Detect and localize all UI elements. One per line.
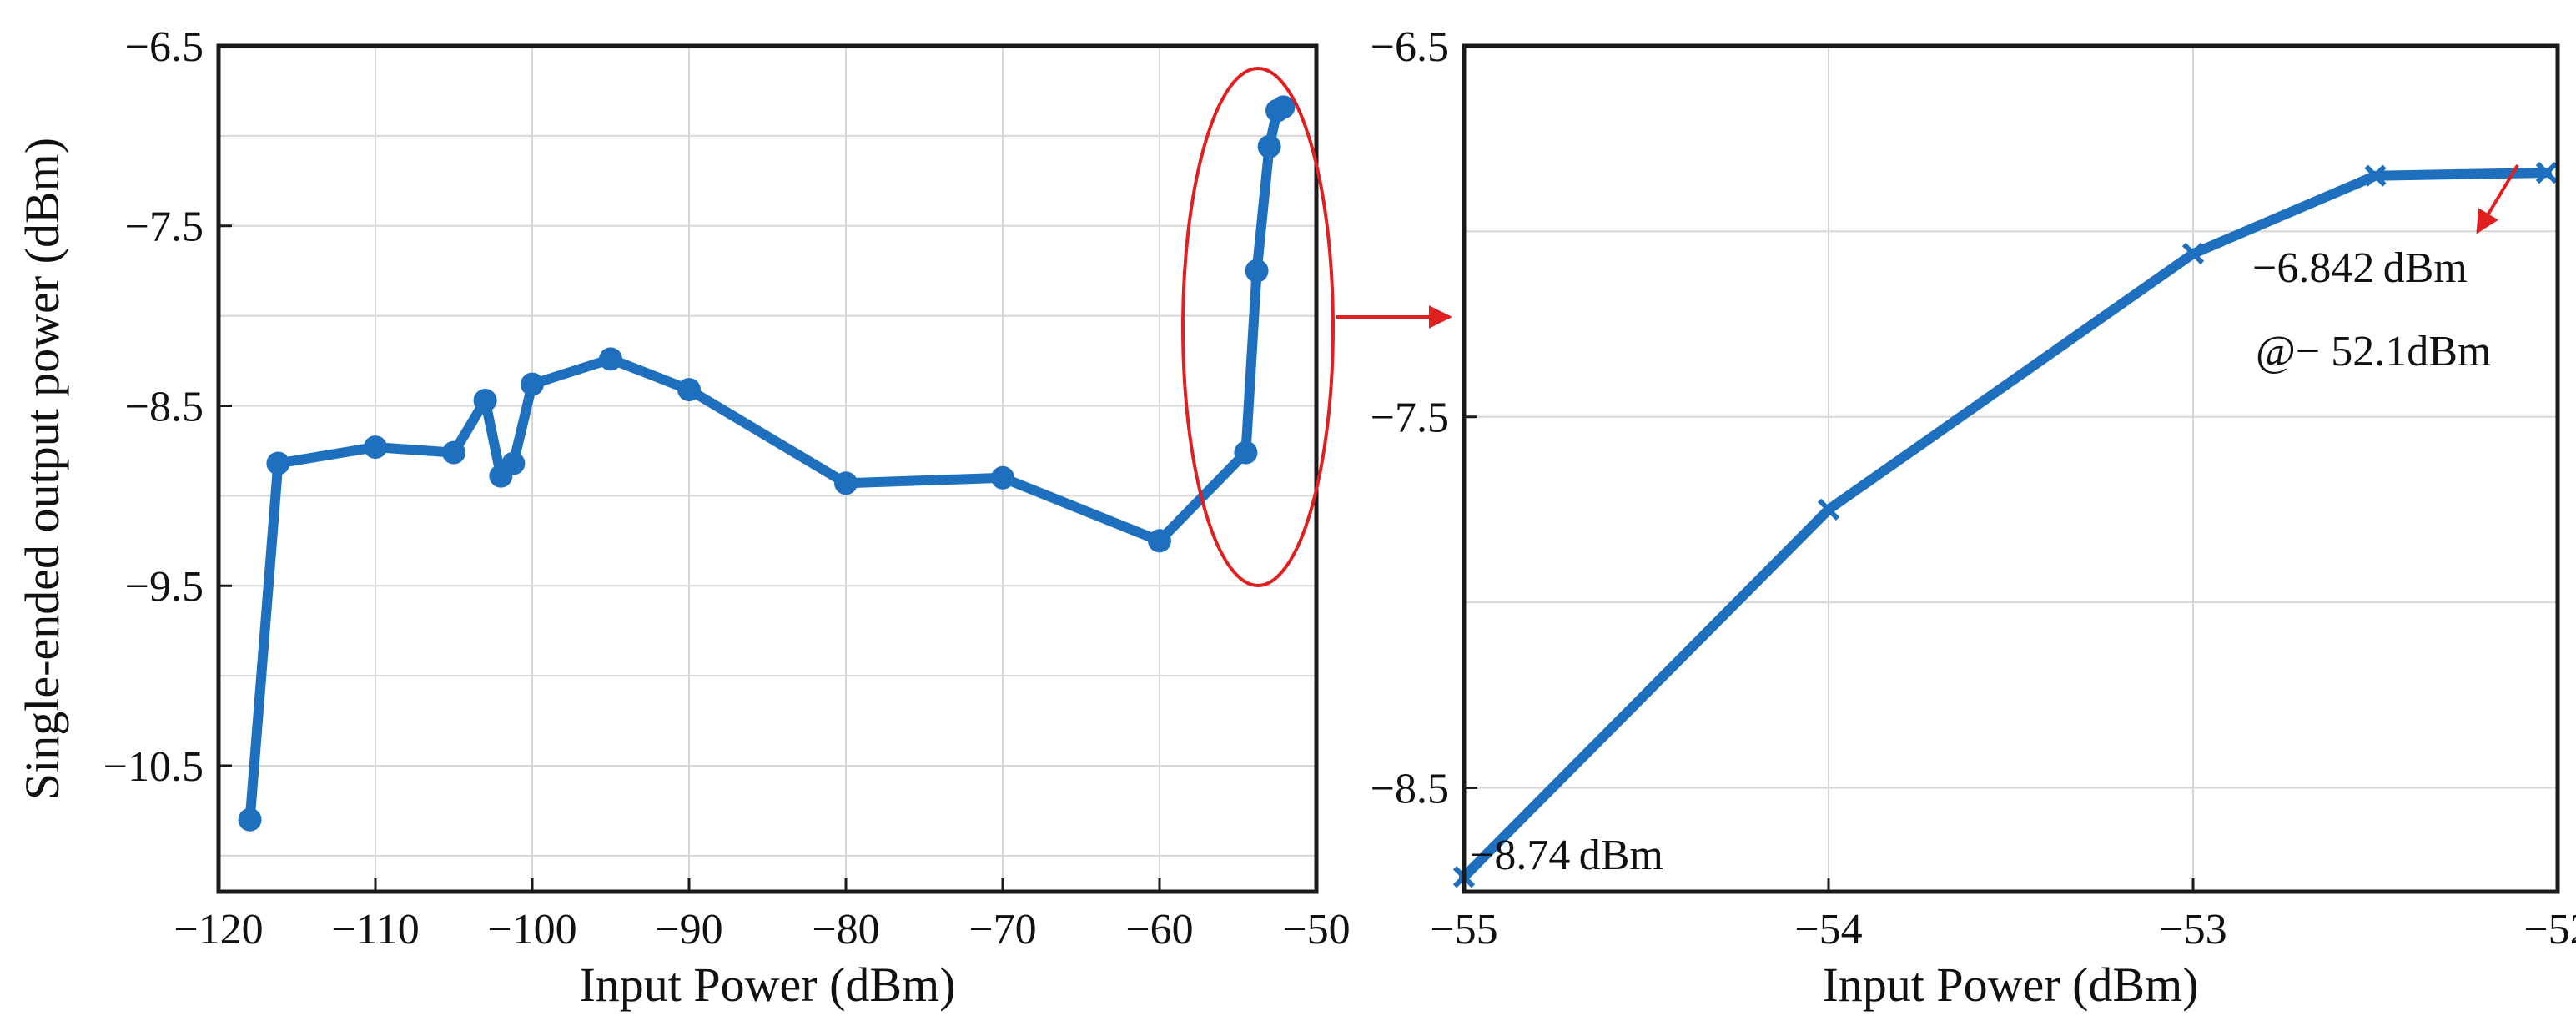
data-point xyxy=(2535,161,2558,184)
left-grid xyxy=(217,44,1318,892)
data-point xyxy=(1245,259,1269,283)
data-point xyxy=(1257,134,1281,158)
x-tick-label: −54 xyxy=(1794,906,1862,953)
left-y-tick-labels: −6.5 −7.5 −8.5 −9.5 −10.5 xyxy=(103,23,204,791)
x-tick-label: −50 xyxy=(1282,906,1350,953)
y-tick-label: −7.5 xyxy=(1371,395,1449,442)
peak-value-annotation: −6.842 dBm xyxy=(2252,244,2468,292)
data-point xyxy=(266,451,290,475)
right-y-tick-labels: −6.5 −7.5 −8.5 xyxy=(1371,23,1449,812)
left-panel: −120 −110 −100 −90 −80 −70 −60 −50 −6.5 −7.5 −8.5… xyxy=(15,23,1351,1012)
y-tick-label: −8.5 xyxy=(125,383,204,430)
data-point xyxy=(834,471,858,495)
series-line xyxy=(244,102,1289,825)
data-point xyxy=(1234,440,1258,465)
data-point xyxy=(599,347,622,371)
data-point xyxy=(473,389,497,413)
y-tick-label: −10.5 xyxy=(103,743,204,791)
right-panel: −55 −54 −53 −52 −6.5 −7.5 −8.5 Input Power (d… xyxy=(1371,23,2576,1012)
left-series-line xyxy=(244,102,1289,825)
x-tick-label: −60 xyxy=(1125,906,1193,953)
data-point xyxy=(991,465,1014,490)
y-tick-label: −7.5 xyxy=(125,204,204,251)
x-tick-label: −53 xyxy=(2159,906,2226,953)
x-tick-label: −70 xyxy=(969,906,1036,953)
right-x-axis-label: Input Power (dBm) xyxy=(1822,958,2198,1012)
data-point xyxy=(1817,498,1840,521)
right-markers xyxy=(1452,161,2558,888)
left-y-axis-label: Single-ended output power (dBm) xyxy=(15,138,69,800)
start-value-annotation: −8.74 dBm xyxy=(1470,832,1663,879)
y-tick-label: −6.5 xyxy=(125,23,204,71)
left-plot-frame xyxy=(216,43,1319,894)
y-tick-label: −6.5 xyxy=(1371,23,1449,71)
right-x-tick-labels: −55 −54 −53 −52 xyxy=(1430,906,2576,953)
data-point xyxy=(521,372,544,396)
x-tick-label: −110 xyxy=(331,906,419,953)
data-point xyxy=(2364,164,2387,187)
left-markers xyxy=(238,95,1296,832)
data-point xyxy=(364,435,387,460)
peak-annotation-arrow xyxy=(2476,163,2519,234)
left-x-tick-labels: −120 −110 −100 −90 −80 −70 −60 −50 xyxy=(174,906,1350,953)
x-tick-label: −55 xyxy=(1430,906,1497,953)
x-tick-label: −100 xyxy=(487,906,576,953)
data-point xyxy=(1148,529,1171,553)
left-x-axis-label: Input Power (dBm) xyxy=(579,958,955,1012)
x-tick-label: −80 xyxy=(812,906,879,953)
data-point xyxy=(1271,95,1296,119)
data-point xyxy=(2181,242,2205,265)
y-tick-label: −8.5 xyxy=(1371,765,1449,812)
data-point xyxy=(442,440,465,465)
x-tick-label: −90 xyxy=(655,906,722,953)
data-point xyxy=(501,451,526,475)
data-point xyxy=(238,807,262,832)
x-tick-label: −120 xyxy=(174,906,263,953)
right-plot-frame xyxy=(1462,43,2560,894)
x-tick-label: −52 xyxy=(2523,906,2576,953)
peak-input-annotation: @− 52.1dBm xyxy=(2256,328,2491,375)
data-point xyxy=(677,378,701,402)
highlight-ellipse xyxy=(1181,67,1335,587)
y-tick-label: −9.5 xyxy=(125,563,204,611)
